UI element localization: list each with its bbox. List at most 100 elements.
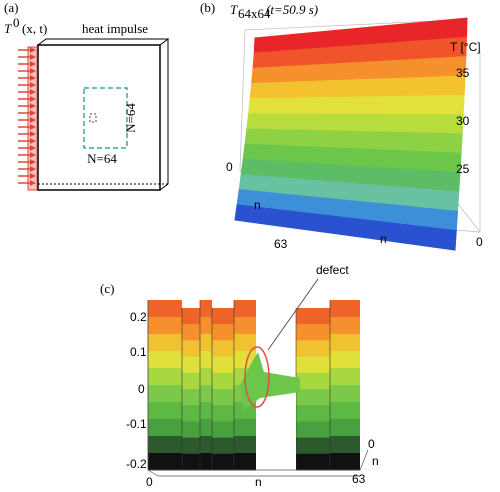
arrow-head: [30, 47, 36, 53]
title: T: [230, 2, 238, 17]
size-label: N=64: [87, 151, 117, 166]
surface-band: [234, 204, 457, 251]
surface-band: [234, 334, 256, 352]
surface-band: [148, 317, 182, 335]
panel-label: (c): [100, 281, 114, 296]
surface-band: [148, 436, 182, 454]
defect-circle: [244, 346, 270, 408]
surface-band: [200, 300, 212, 318]
z-tick: 0.1: [130, 345, 147, 359]
surface-band: [200, 334, 212, 352]
z-tick: 25: [456, 162, 470, 176]
arrow-head: [30, 173, 36, 179]
surface-band: [296, 405, 330, 422]
arrow-head: [30, 138, 36, 144]
surface-band: [212, 308, 234, 325]
arrow-head: [30, 124, 36, 130]
axis-label: n: [372, 454, 379, 468]
superscript: 0: [13, 15, 20, 30]
box-edge: [147, 469, 159, 477]
arrows: [18, 47, 36, 186]
plate: [37, 44, 161, 191]
surface-band: [148, 402, 182, 420]
surface-band: [182, 421, 200, 439]
leader: [267, 278, 319, 351]
surface-band: [182, 340, 200, 358]
arrow-head: [30, 61, 36, 67]
surface-band: [234, 402, 256, 420]
surfaces: [147, 17, 481, 477]
arrow-head: [30, 159, 36, 165]
surface-band: [234, 419, 256, 437]
arrow-head: [30, 152, 36, 158]
surface-band: [200, 368, 212, 386]
surface-band: [148, 351, 182, 369]
axis-label: n: [255, 475, 262, 489]
box-edge: [359, 449, 369, 471]
surface-band: [234, 453, 256, 471]
arrow-head: [30, 96, 36, 102]
surface-band: [296, 372, 330, 390]
arrow-head: [30, 103, 36, 109]
surface-band: [148, 368, 182, 386]
surface-band: [296, 421, 330, 439]
axis-label: n: [254, 198, 261, 212]
arrow-head: [30, 75, 36, 81]
surface-band: [330, 334, 360, 352]
box-side: [159, 39, 169, 191]
arrow-head: [30, 82, 36, 88]
arrow-head: [30, 166, 36, 172]
arrow-head: [30, 117, 36, 123]
surface-band: [200, 351, 212, 369]
z-tick: 0: [138, 382, 145, 396]
box-edge: [244, 19, 456, 31]
z-tick: 0.2: [130, 310, 147, 324]
arrow-head: [30, 131, 36, 137]
surface-band: [182, 437, 200, 455]
surface-band: [212, 421, 234, 439]
surface-band: [200, 402, 212, 420]
surface-band: [212, 405, 234, 422]
surface-band: [182, 308, 200, 325]
roi: [83, 87, 128, 149]
surface-band: [182, 405, 200, 422]
arrow-head: [30, 89, 36, 95]
surface-band: [212, 453, 234, 471]
tick: 63: [352, 472, 366, 486]
tick: 0: [476, 235, 483, 249]
surface-band: [330, 453, 360, 471]
defect-peak: [240, 352, 300, 410]
surface-band: [148, 300, 182, 318]
surface-band: [182, 389, 200, 406]
args: (x, t): [22, 21, 47, 36]
z-label: T [°C]: [450, 40, 481, 54]
annotation: defect: [316, 263, 349, 277]
arrow-head: [30, 145, 36, 151]
title-time: (t=50.9 s): [266, 2, 318, 17]
surface-band: [296, 437, 330, 455]
arrow-head: [30, 54, 36, 60]
surface-band: [148, 453, 182, 471]
surface-band: [330, 402, 360, 420]
surface-band: [148, 419, 182, 437]
surface-band: [330, 368, 360, 386]
tick: 0: [146, 475, 153, 489]
z-tick: 30: [456, 114, 470, 128]
arrow-head: [30, 180, 36, 186]
surface-band: [200, 385, 212, 403]
box-edge: [239, 29, 246, 171]
panel-label: (b): [200, 0, 215, 15]
surface-band: [330, 351, 360, 369]
surface-band: [296, 308, 330, 325]
surface-band: [200, 453, 212, 471]
arrow-head: [30, 110, 36, 116]
surface-band: [182, 372, 200, 390]
box-top: [36, 38, 170, 46]
size-label: N=64: [123, 103, 138, 133]
surface-band: [182, 453, 200, 471]
surface-band: [212, 437, 234, 455]
tick: 0: [368, 437, 375, 451]
z-tick: 35: [456, 66, 470, 80]
surface-band: [248, 94, 465, 116]
